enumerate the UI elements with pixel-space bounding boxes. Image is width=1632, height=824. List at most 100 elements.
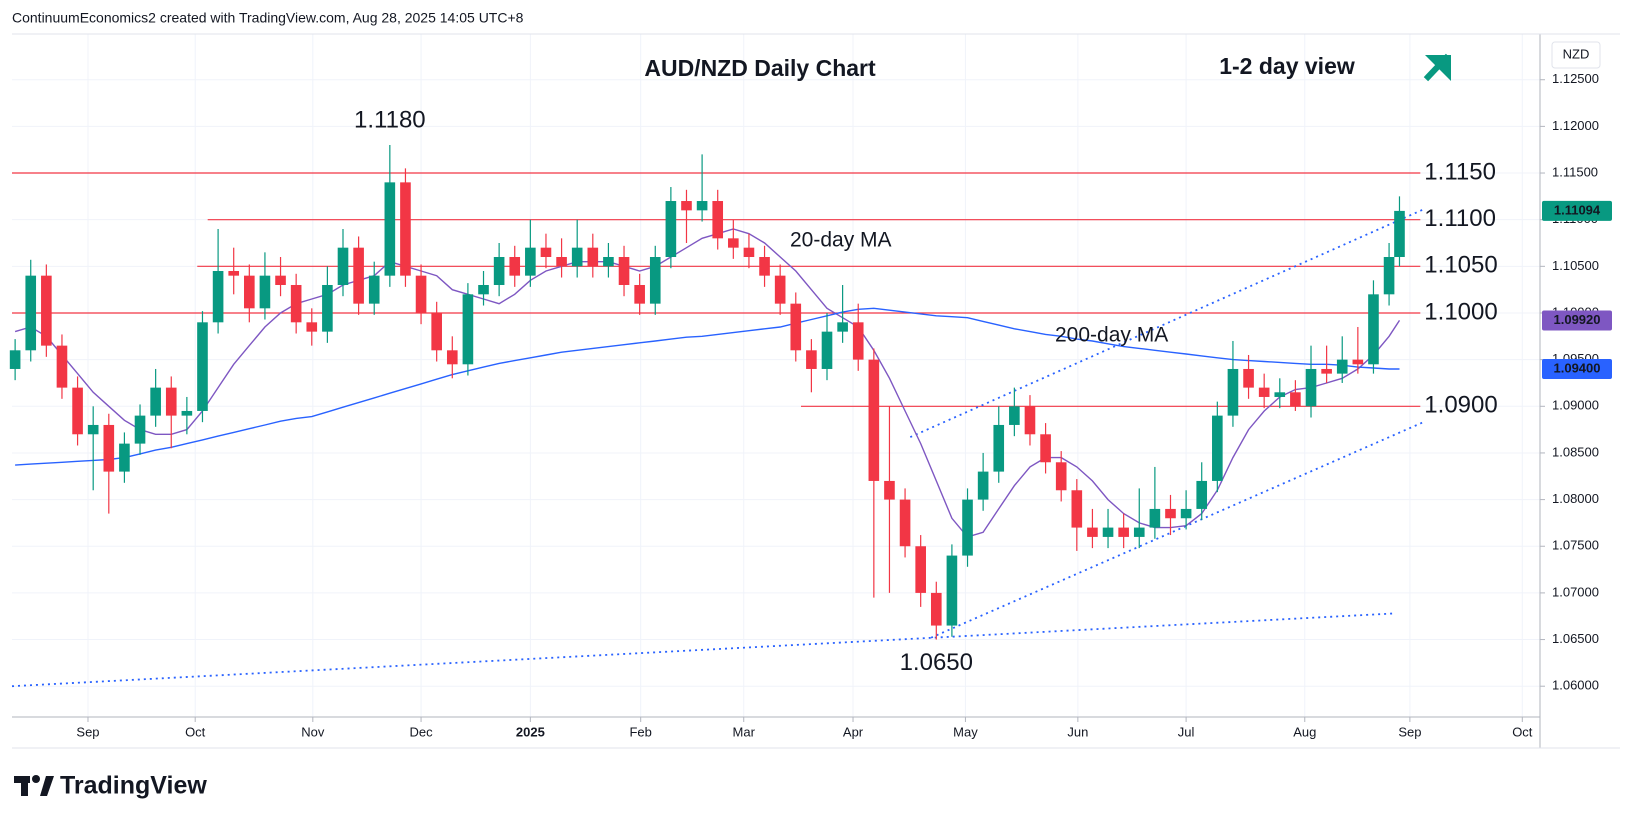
candle-body	[977, 471, 989, 500]
candle-body	[1321, 368, 1332, 374]
x-tick-label: Apr	[843, 724, 864, 739]
candle-body	[1133, 527, 1145, 537]
y-tick-label: 1.06000	[1552, 678, 1599, 693]
candle-body	[603, 257, 614, 267]
candle-body	[1258, 387, 1270, 397]
candle-body	[1243, 368, 1254, 388]
level-label: 1.1000	[1424, 298, 1497, 325]
candle-body	[244, 275, 255, 309]
candle-body	[743, 247, 755, 258]
candle-body	[712, 201, 724, 239]
trend-arrow	[1423, 53, 1451, 82]
x-tick-label: Oct	[1512, 724, 1533, 739]
candle-body	[681, 201, 692, 211]
candle-body	[1383, 257, 1395, 295]
candle-body	[181, 410, 193, 416]
candle-body	[368, 275, 380, 304]
candle-body	[41, 275, 52, 346]
candle-body	[1118, 527, 1129, 537]
candle-body	[431, 312, 442, 351]
candle-body	[884, 480, 895, 500]
candle-body	[1055, 462, 1067, 491]
candle-body	[946, 555, 958, 626]
x-tick-label: May	[953, 724, 978, 739]
candle-body	[634, 284, 645, 304]
candle-body	[1180, 508, 1192, 519]
candle-body	[1009, 406, 1020, 425]
header: ContinuumEconomics2 created with Trading…	[12, 10, 524, 26]
candle-body	[915, 546, 926, 593]
x-tick-label: Mar	[733, 724, 756, 739]
candle-body	[353, 247, 364, 304]
candle-body	[150, 387, 161, 416]
moving-average	[14, 228, 1401, 538]
candle-body	[1290, 392, 1301, 407]
moving-average	[15, 307, 1400, 466]
candle-body	[165, 387, 177, 416]
candle-body	[72, 387, 83, 435]
candle-body	[197, 322, 208, 411]
x-tick-label: Feb	[629, 724, 651, 739]
candle-body	[322, 284, 333, 332]
price-label: 1.09400	[1554, 360, 1601, 375]
trendline	[11, 612, 1395, 688]
candle-body	[696, 201, 708, 211]
candle-body	[259, 275, 271, 309]
candle-body	[868, 359, 880, 481]
candle-body	[556, 257, 567, 267]
series-label: 200-day MA	[1055, 324, 1168, 347]
x-tick-label: Nov	[301, 724, 325, 739]
candle-body	[837, 322, 848, 332]
price-label-box	[1542, 200, 1612, 221]
candle-body	[899, 499, 911, 547]
candle-body	[728, 238, 739, 248]
candle-body	[1071, 490, 1083, 528]
candle-body	[540, 247, 552, 258]
candle-body	[1394, 210, 1405, 258]
brand: TradingView	[60, 772, 207, 800]
candle-body	[665, 201, 677, 258]
candle-body	[1368, 294, 1379, 365]
x-tick-label: Sep	[1398, 724, 1421, 739]
candle-body	[1165, 508, 1176, 519]
x-tick-label: Sep	[76, 724, 99, 739]
plot: 1.1150 1.1100 1.1050 1.1000 1.0900 20-day MA 2…	[9, 106, 1498, 688]
chart-subtitle: 1-2 day view	[1219, 53, 1355, 79]
candle-body	[1352, 359, 1364, 365]
candle-body	[87, 424, 99, 435]
y-tick-label: 1.11500	[1552, 164, 1598, 179]
candle-body	[806, 350, 817, 369]
series-label: 20-day MA	[790, 229, 892, 252]
y-tick-label: 1.08500	[1552, 444, 1599, 459]
candle-body	[228, 270, 240, 276]
y-tick-label: 1.08000	[1552, 491, 1599, 506]
candle-body	[56, 345, 68, 388]
annotation: 1.1180	[354, 106, 426, 133]
candle-body	[759, 257, 770, 276]
candle-body	[993, 424, 1005, 472]
candle-body	[790, 303, 802, 351]
candle-body	[1087, 527, 1098, 537]
x-tick-label: Jun	[1067, 724, 1088, 739]
level-label: 1.0900	[1424, 392, 1497, 419]
candle-body	[119, 443, 130, 472]
candle-body	[337, 247, 349, 285]
y-tick-label: 1.09000	[1552, 398, 1599, 413]
candle-body	[821, 331, 833, 369]
level-label: 1.1100	[1424, 205, 1496, 232]
level-label: 1.1150	[1424, 158, 1496, 185]
candle-body	[1196, 480, 1208, 509]
candle-body	[415, 275, 427, 313]
candle-body	[1212, 415, 1223, 481]
currency-box	[1551, 41, 1601, 69]
trendline	[909, 207, 1426, 438]
candle-body	[462, 294, 474, 365]
candle-body	[1227, 368, 1239, 416]
x-tick-label: Jul	[1178, 724, 1195, 739]
candle-body	[649, 257, 661, 304]
candle-body	[493, 257, 505, 285]
x-tick-label: Oct	[185, 724, 206, 739]
candle-body	[852, 322, 864, 360]
